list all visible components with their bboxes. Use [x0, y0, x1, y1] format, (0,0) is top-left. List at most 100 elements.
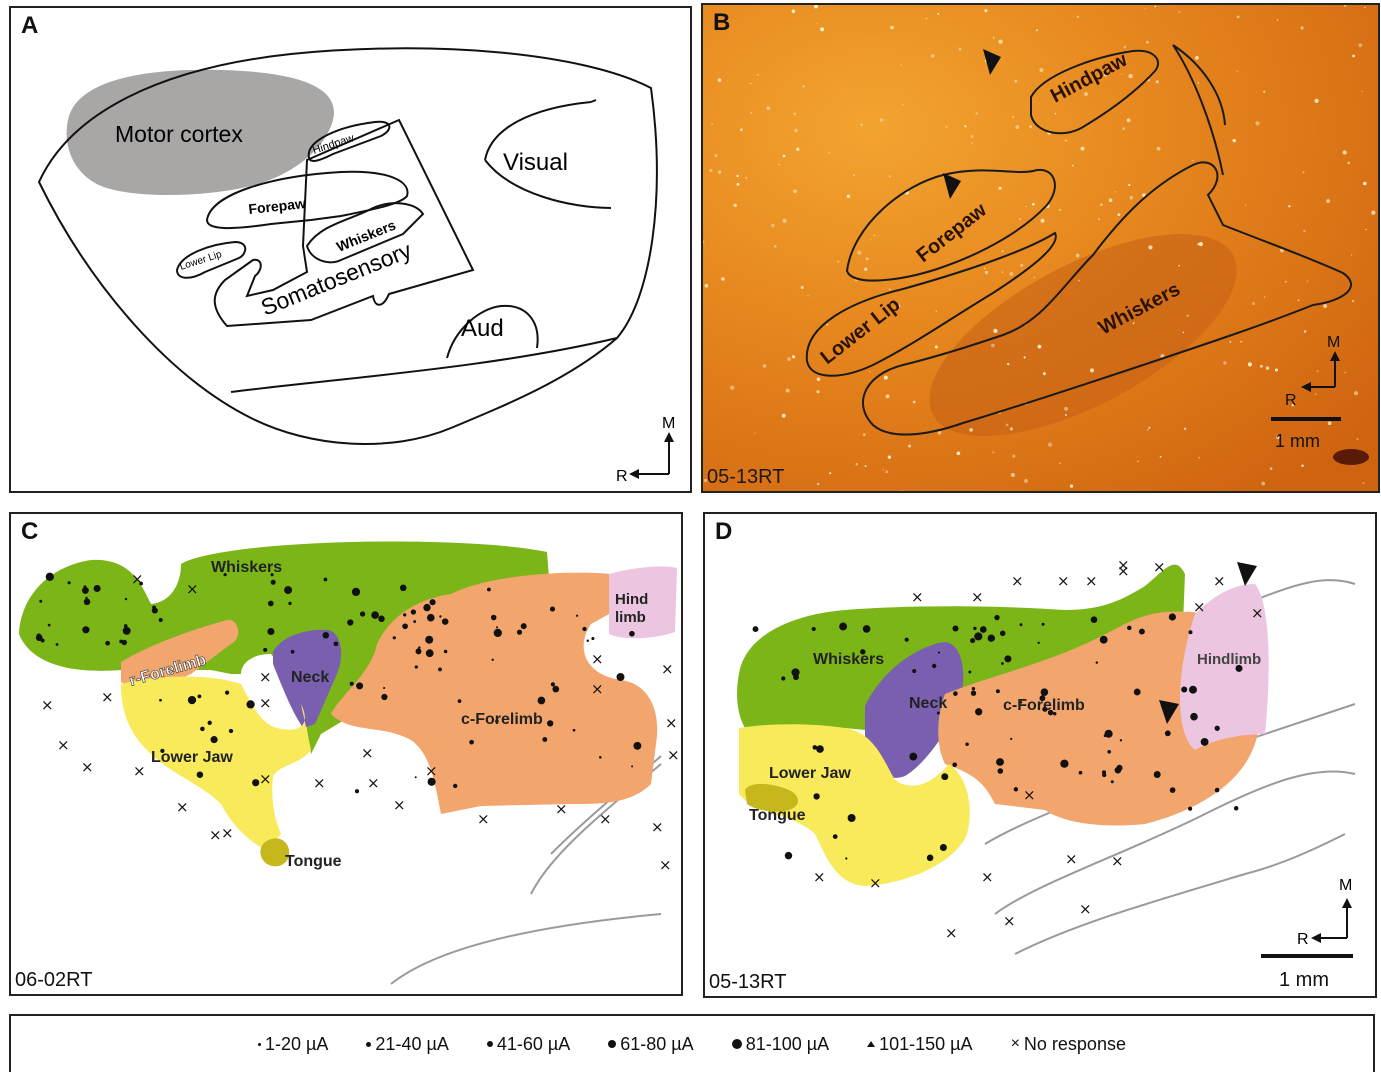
stim-site-dot [160, 748, 165, 754]
stim-site-dot [631, 765, 634, 768]
stim-site-dot [392, 636, 396, 640]
stim-site-dot [429, 599, 436, 606]
speckle [885, 470, 889, 474]
stim-site-dot [552, 685, 560, 693]
speckle [703, 240, 705, 244]
stim-site-dot [425, 649, 434, 658]
stim-site-dot [1078, 770, 1083, 775]
speckle [816, 377, 821, 382]
dot-1-icon [258, 1042, 262, 1046]
speckle [1126, 118, 1131, 123]
stim-site-dot [1104, 729, 1113, 738]
aud-label: Aud [461, 315, 504, 342]
forepaw-label: Forepaw [248, 195, 307, 217]
speckle [745, 176, 748, 179]
stim-site-dot [252, 779, 260, 787]
speckle [1123, 45, 1127, 49]
brain-outline [37, 47, 658, 445]
speckle [1144, 8, 1147, 10]
no-response-mark: × [651, 818, 664, 836]
stim-site-dot [197, 694, 202, 699]
stim-site-dot [1042, 706, 1048, 712]
speckle [1114, 190, 1117, 193]
stim-site-dot [845, 857, 848, 860]
no-response-mark: × [221, 824, 234, 842]
lowerlip-outline [805, 231, 1057, 377]
speckle [998, 186, 1002, 190]
no-response-mark: × [41, 696, 54, 714]
speckle [816, 390, 820, 394]
speckle [1247, 362, 1252, 367]
speckle [864, 267, 868, 271]
speckle [1364, 6, 1366, 9]
speckle [1047, 442, 1053, 447]
speckle [1012, 115, 1015, 118]
speckle [1350, 254, 1353, 256]
somatosensory-outline [213, 118, 475, 328]
stim-site-dot [378, 615, 385, 623]
stim-site-dot [1107, 749, 1112, 754]
whiskers-outline [862, 161, 1352, 436]
scale-bar-b: 1 mm [1271, 417, 1341, 451]
stim-site-dot [576, 614, 579, 617]
stim-site-dot [591, 636, 595, 641]
no-response-mark: × [81, 758, 94, 776]
speckle [1025, 205, 1027, 208]
speckle [1353, 391, 1359, 396]
speckle [931, 54, 935, 58]
speckle [782, 218, 787, 224]
compass-a-r: R [616, 468, 628, 485]
tongue-label: Tongue [285, 853, 342, 870]
visual-label: Visual [503, 149, 568, 176]
stim-site-dot [270, 573, 274, 577]
compass-d: M R [1297, 877, 1352, 948]
speckle [1197, 243, 1200, 246]
stim-site-dot [228, 728, 234, 734]
speckle [1276, 19, 1279, 21]
stim-site-dot [973, 626, 977, 631]
stim-site-dot [495, 626, 499, 629]
panel-d-stimulation-sites: × ×× × ××× ××××× × ××× ×××× [752, 556, 1264, 942]
speckle [1303, 330, 1307, 333]
speckle [1037, 344, 1042, 349]
stim-site-dot [912, 668, 917, 674]
speckle [1023, 478, 1029, 484]
speckle [984, 9, 988, 13]
lowerlip-label: Lower Lip [179, 249, 224, 273]
stim-site-dot [813, 793, 820, 800]
speckle [1263, 90, 1266, 93]
legend-label: 21-40 µA [375, 1033, 449, 1054]
stim-site-dot [1110, 780, 1114, 784]
speckle [1015, 125, 1020, 129]
speckle [1103, 73, 1108, 77]
no-response-mark: × [1023, 786, 1036, 804]
tissue-speckles [703, 5, 1376, 491]
speckle [934, 345, 938, 349]
dot-3-icon [486, 1041, 493, 1047]
legend-label: 1-20 µA [265, 1033, 329, 1054]
stim-site-dot [123, 624, 128, 628]
stim-site-dot [354, 789, 360, 794]
legend-item-101-150: 101-150 µA [867, 1034, 973, 1055]
stim-site-dot [975, 708, 983, 716]
no-response-mark: × [869, 874, 882, 892]
speckle [1137, 460, 1139, 463]
speckle [992, 451, 995, 454]
speckle [793, 189, 797, 194]
speckle [1117, 213, 1121, 217]
stim-site-dot [457, 699, 462, 703]
panel-c-map: ××× ××× ××× ×× ×××××××× ××××××××× Whiskers Hi… [19, 541, 680, 985]
speckle [1197, 82, 1200, 84]
stim-site-dot [839, 622, 848, 631]
stim-site-dot [487, 587, 491, 592]
speckle [1064, 414, 1067, 416]
stim-site-dot [196, 771, 204, 778]
speckle [820, 27, 825, 32]
stim-site-dot [290, 649, 295, 654]
stim-site-dot [1010, 737, 1013, 741]
speckle [1263, 296, 1266, 298]
speckle [1069, 484, 1074, 488]
stim-site-dot [616, 673, 625, 681]
speckle [1098, 324, 1101, 328]
speckle [846, 194, 851, 198]
